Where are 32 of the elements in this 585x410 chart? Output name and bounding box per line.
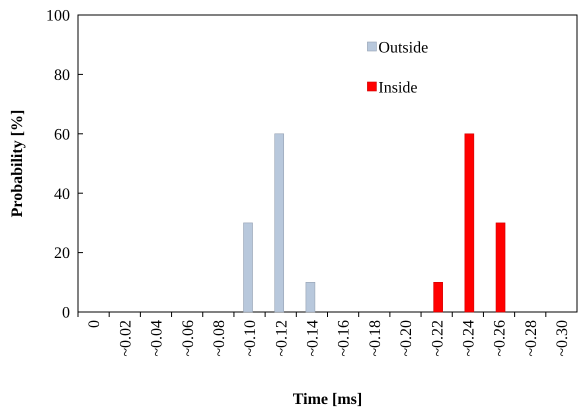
bar bbox=[306, 282, 316, 312]
x-tick-label: ~0.24 bbox=[460, 320, 478, 357]
legend-label: Inside bbox=[378, 80, 418, 97]
x-tick-label: ~0.02 bbox=[117, 320, 134, 357]
y-tick-label: 80 bbox=[54, 67, 70, 84]
x-tick-label: ~0.30 bbox=[554, 320, 572, 357]
x-tick-label: ~0.10 bbox=[242, 320, 260, 357]
y-tick-label: 40 bbox=[54, 186, 70, 203]
y-axis-title: Probability [%] bbox=[9, 110, 26, 218]
x-tick-label: ~0.04 bbox=[148, 320, 166, 357]
bar bbox=[464, 134, 474, 312]
x-tick-label: ~0.28 bbox=[522, 320, 540, 357]
x-tick-label: ~0.26 bbox=[492, 320, 509, 357]
x-tick-label: ~0.12 bbox=[273, 320, 290, 357]
y-tick-label: 0 bbox=[62, 304, 70, 322]
legend-label: Outside bbox=[378, 40, 428, 57]
x-tick-label: ~0.20 bbox=[398, 320, 416, 357]
x-axis-title: Time [ms] bbox=[292, 391, 362, 408]
x-tick-label: 0 bbox=[86, 320, 104, 328]
x-tick-label: ~0.16 bbox=[336, 320, 353, 357]
x-tick-label: ~0.22 bbox=[429, 320, 446, 357]
y-tick-label: 60 bbox=[54, 126, 70, 144]
x-tick-label: ~0.14 bbox=[304, 320, 322, 357]
bar bbox=[433, 282, 443, 312]
bar bbox=[243, 222, 253, 312]
x-tick-label: ~0.18 bbox=[366, 320, 384, 357]
x-tick-label: ~0.06 bbox=[180, 320, 197, 357]
y-tick-label: 20 bbox=[54, 245, 70, 262]
y-tick-label: 100 bbox=[46, 8, 70, 25]
x-tick-label: ~0.08 bbox=[210, 320, 228, 357]
bar bbox=[274, 134, 284, 312]
bar bbox=[496, 222, 506, 312]
